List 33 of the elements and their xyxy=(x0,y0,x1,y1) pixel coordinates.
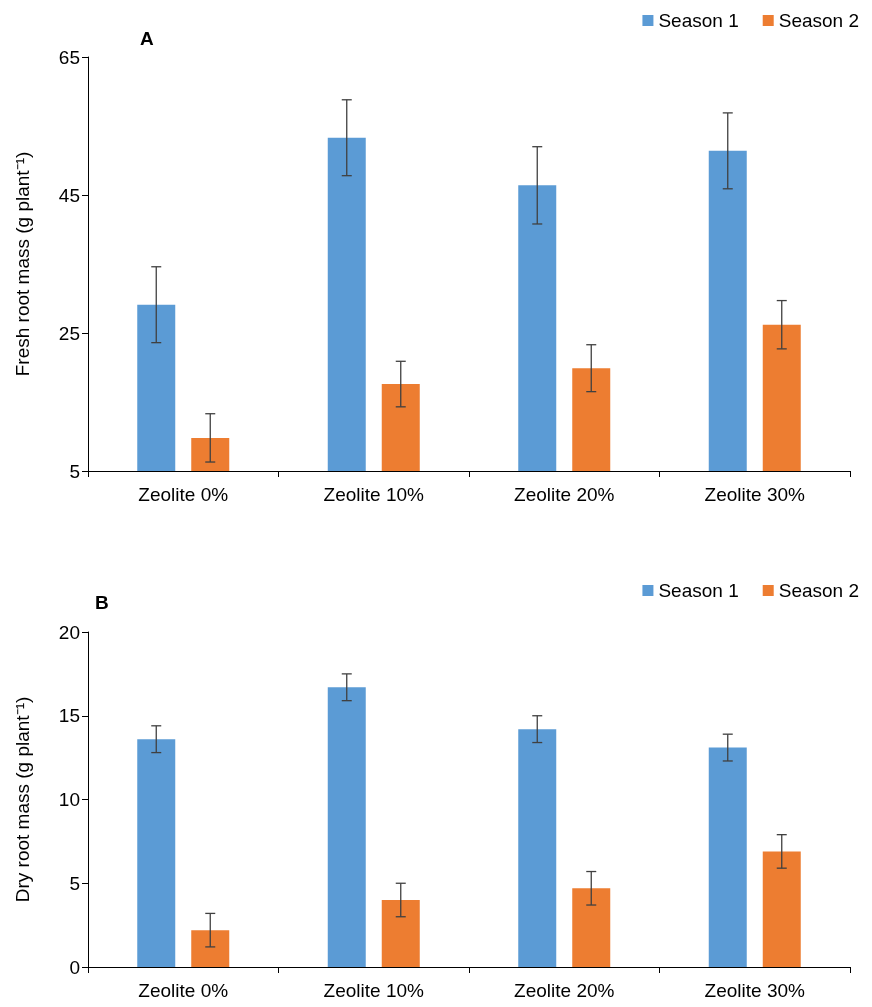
legend-label: Season 1 xyxy=(658,10,739,31)
x-tick-label: Zeolite 30% xyxy=(704,980,806,1001)
y-tick-label: 10 xyxy=(58,789,80,810)
y-tick-label: 5 xyxy=(69,460,80,482)
y-tick-label: 5 xyxy=(69,872,80,894)
bar xyxy=(191,930,230,967)
y-axis-title: Dry root mass (g plant⁻¹) xyxy=(12,696,33,903)
x-tick-label: Zeolite 10% xyxy=(323,980,425,1001)
bar xyxy=(572,888,611,967)
x-tick-label: Zeolite 10% xyxy=(323,484,425,505)
y-tick-label: 0 xyxy=(69,956,80,978)
legend-label: Season 2 xyxy=(778,580,860,601)
x-tick-label: Zeolite 20% xyxy=(514,980,615,1001)
y-axis-title: Fresh root mass (g plant⁻¹) xyxy=(12,151,33,377)
bar xyxy=(137,739,176,967)
x-tick-label: Zeolite 0% xyxy=(138,484,229,505)
bar xyxy=(762,851,801,967)
y-tick-label: 15 xyxy=(58,705,80,727)
y-tick-label: 65 xyxy=(58,46,80,68)
y-tick-label: 25 xyxy=(58,322,80,344)
x-tick-label: Zeolite 0% xyxy=(138,980,229,1001)
y-tick-label: 45 xyxy=(58,184,80,206)
y-tick-label: 20 xyxy=(58,621,80,643)
chart-title: B xyxy=(95,592,109,613)
bar xyxy=(708,747,747,967)
legend-label: Season 1 xyxy=(658,580,739,601)
x-tick-label: Zeolite 20% xyxy=(514,484,615,505)
bar xyxy=(381,900,420,967)
x-tick-label: Zeolite 30% xyxy=(704,484,806,505)
bar xyxy=(518,729,557,967)
bar xyxy=(327,687,366,967)
legend-label: Season 2 xyxy=(778,10,860,31)
chart-title: A xyxy=(140,28,154,49)
